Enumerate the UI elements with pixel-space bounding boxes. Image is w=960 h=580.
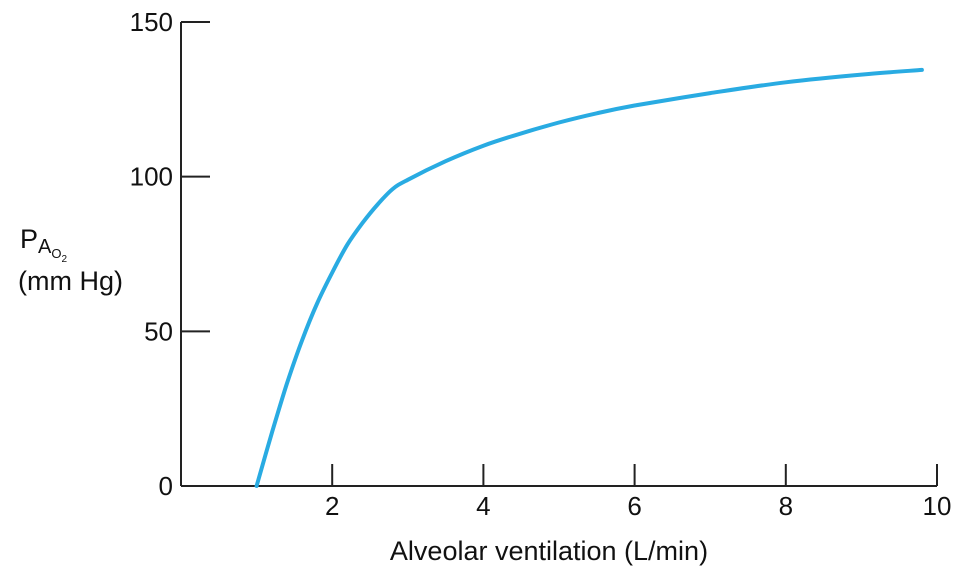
y-tick-label: 50 <box>144 316 173 346</box>
x-tick-label: 4 <box>476 491 490 521</box>
x-ticks: 2 4 6 8 10 <box>325 464 951 521</box>
axes <box>180 22 937 487</box>
pao2-curve <box>254 67 924 488</box>
y-ticks: 0 50 100 150 <box>130 7 210 501</box>
y-tick-label: 100 <box>130 162 173 192</box>
y-axis-label-sub-a: A <box>38 236 52 258</box>
x-tick-label: 2 <box>325 491 339 521</box>
x-tick-label: 8 <box>779 491 793 521</box>
y-axis-label-p: P <box>20 224 38 254</box>
y-axis-label-symbol: PAO2 <box>20 224 67 265</box>
y-axis-label-sub-o: O <box>51 246 61 261</box>
x-tick-label: 6 <box>627 491 641 521</box>
series-layer <box>254 67 924 488</box>
y-axis-label-unit: (mm Hg) <box>18 266 123 296</box>
y-axis-label: PAO2 (mm Hg) <box>18 224 123 296</box>
x-tick-label: 10 <box>923 491 952 521</box>
y-tick-label: 150 <box>130 7 173 37</box>
y-tick-label: 0 <box>159 471 173 501</box>
y-axis-label-sub-2: 2 <box>61 254 67 265</box>
x-axis-label: Alveolar ventilation (L/min) <box>390 536 708 566</box>
